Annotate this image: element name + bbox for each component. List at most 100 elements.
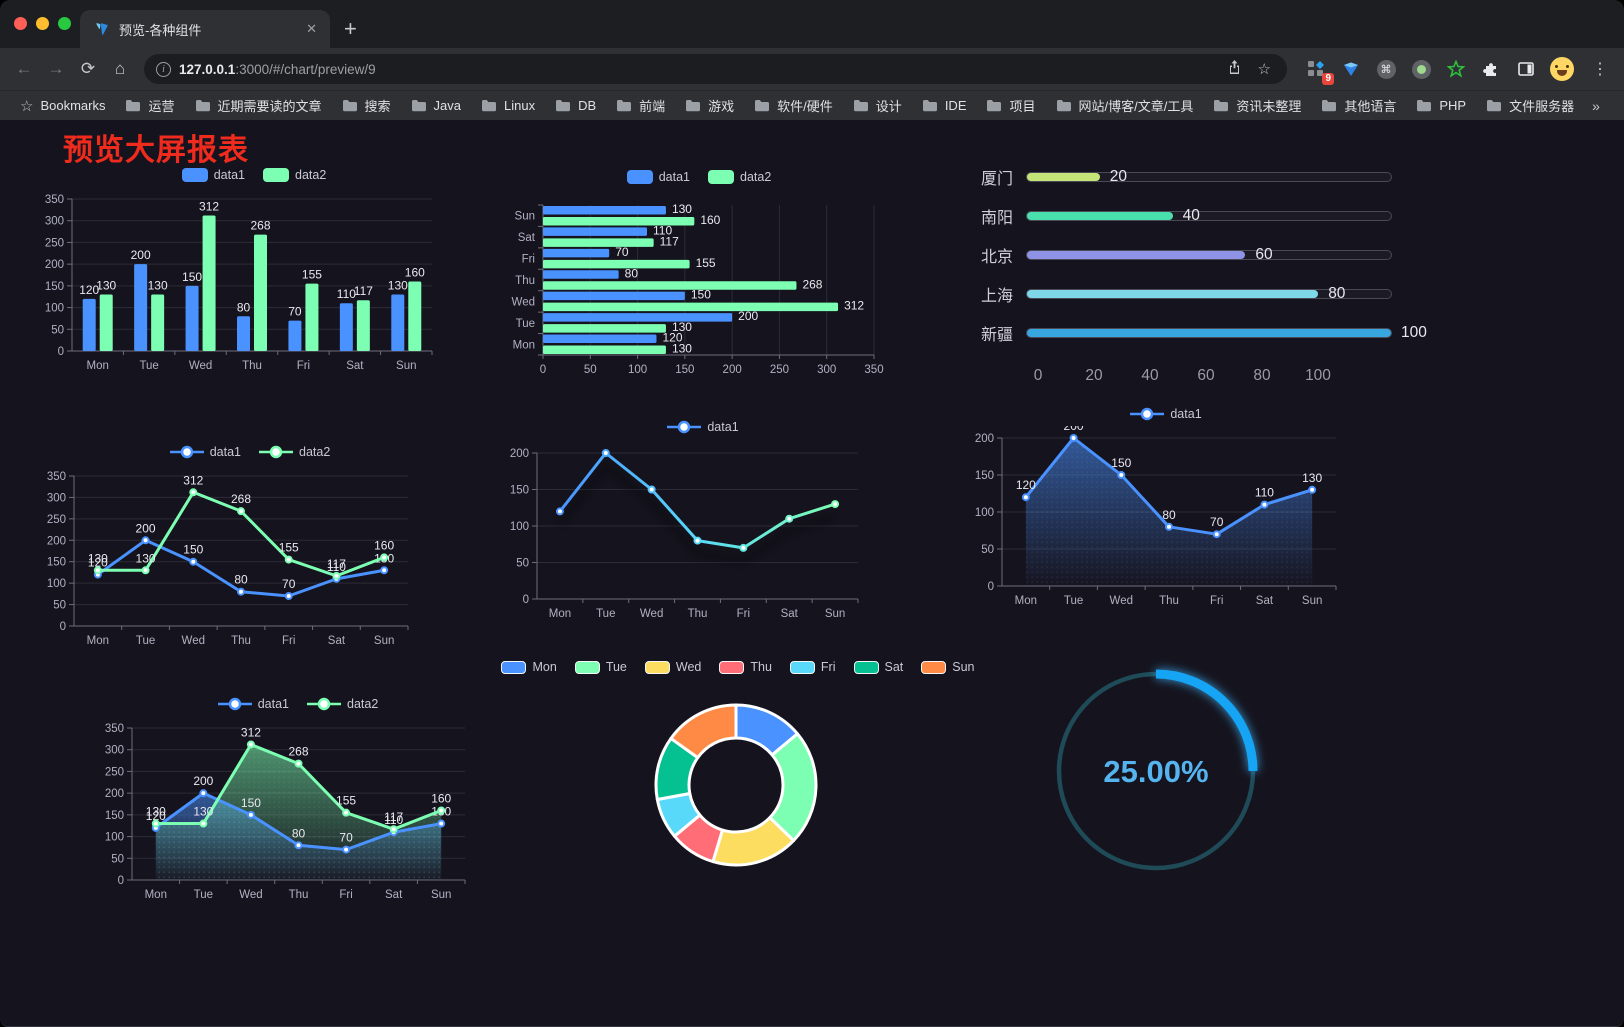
svg-text:117: 117 <box>384 810 403 824</box>
svg-text:Thu: Thu <box>1159 595 1179 607</box>
legend-item-Sun[interactable]: Sun <box>921 660 975 674</box>
svg-text:120: 120 <box>146 809 166 823</box>
chart-canvas: 0 50 100 150 200 Mon Tue Wed Thu Fri Sat Sun <box>510 448 859 620</box>
bookmark-folder[interactable]: 运营 <box>117 93 182 118</box>
new-tab-button[interactable]: + <box>344 16 357 41</box>
legend-swatch <box>708 170 734 184</box>
legend-item-Sat[interactable]: Sat <box>853 660 903 674</box>
legend-item-Fri[interactable]: Fri <box>789 660 836 674</box>
legend-item-Mon[interactable]: Mon <box>501 660 557 674</box>
menu-icon[interactable]: ⋮ <box>1592 61 1608 78</box>
legend-swatch <box>263 168 289 182</box>
legend-item-data1[interactable]: data1 <box>169 445 241 459</box>
minimize-window-button[interactable] <box>36 17 49 30</box>
home-icon[interactable]: ⌂ <box>114 59 126 78</box>
chart-gauge[interactable]: 25.00% <box>1040 660 1280 900</box>
svg-text:Sat: Sat <box>346 360 364 372</box>
close-tab-icon[interactable]: ✕ <box>306 21 317 36</box>
bookmark-folder[interactable]: 项目 <box>978 93 1043 118</box>
chart-bar-horizontal[interactable]: data1 data2 0 50 100 150 200 250 300 350 Sun 130 160… <box>498 167 900 388</box>
bookmark-folder[interactable]: 软件/硬件 <box>746 93 841 118</box>
profile-avatar[interactable] <box>1550 57 1574 81</box>
progress-row-上海: 上海 80 <box>956 285 1392 305</box>
svg-text:160: 160 <box>700 213 720 227</box>
progress-row-厦门: 厦门 20 <box>956 168 1392 188</box>
chart-line-area-blue[interactable]: data1 0 50 100 150 200 Mon Tue Wed Thu Fri Sat Sun 12… <box>966 404 1366 619</box>
command-circle-icon[interactable]: ⌘ <box>1375 58 1397 80</box>
svg-text:100: 100 <box>975 507 994 519</box>
bookmark-folder-label: 设计 <box>875 99 902 114</box>
svg-text:50: 50 <box>53 600 66 612</box>
legend-item-data2[interactable]: data2 <box>307 697 378 711</box>
chart-bar-vertical[interactable]: data1 data2 0 50 100 150 200 250 300 350 Mon Tue Wed… <box>38 165 470 382</box>
svg-text:80: 80 <box>292 826 306 840</box>
svg-text:Fri: Fri <box>1210 595 1223 607</box>
legend-item-Tue[interactable]: Tue <box>574 660 627 674</box>
legend-swatch <box>719 660 745 674</box>
svg-text:250: 250 <box>770 364 789 376</box>
chart-line-area-two[interactable]: data1 data2 0 50 100 150 200 250 300 350 Mon Tue Wed… <box>98 694 498 911</box>
legend-item-Thu[interactable]: Thu <box>719 660 772 674</box>
puzzle-icon[interactable] <box>1480 58 1502 80</box>
bookmarks-overflow-button[interactable]: » <box>1592 97 1600 114</box>
legend-label: Sun <box>952 660 975 674</box>
legend-item-data1[interactable]: data1 <box>217 697 289 711</box>
close-window-button[interactable] <box>14 17 27 30</box>
bookmark-folder[interactable]: Linux <box>473 95 543 116</box>
legend-item-data2[interactable]: data2 <box>708 170 771 184</box>
progress-track: 40 <box>1026 207 1392 224</box>
svg-text:100: 100 <box>628 364 647 376</box>
legend-item-data1[interactable]: data1 <box>1130 407 1202 421</box>
legend-item-Wed[interactable]: Wed <box>644 660 701 674</box>
svg-text:110: 110 <box>1255 486 1274 500</box>
reload-icon[interactable]: ⟳ <box>80 59 96 78</box>
legend-label: data2 <box>740 170 772 184</box>
browser-tab[interactable]: 预览-各种组件 ✕ <box>80 10 330 48</box>
recorder-circle-icon[interactable] <box>1410 58 1432 80</box>
bookmarks-manager-button[interactable]: ☆ Bookmarks <box>12 94 113 118</box>
legend-item-data2[interactable]: data2 <box>259 445 330 459</box>
bookmark-folder[interactable]: 前端 <box>608 93 673 118</box>
bookmark-folder[interactable]: 游戏 <box>677 93 742 118</box>
extension-grid-icon[interactable]: 9 <box>1305 58 1334 85</box>
bookmark-folder[interactable]: Java <box>403 95 469 116</box>
address-bar[interactable]: i 127.0.0.1:3000/#/chart/preview/9 ☆ <box>144 54 1287 84</box>
forward-icon[interactable]: → <box>47 59 65 78</box>
chart-legend: data1 data2 <box>38 165 470 185</box>
bookmark-star-icon[interactable]: ☆ <box>1257 61 1271 78</box>
legend-item-data1[interactable]: data1 <box>667 420 739 434</box>
bookmark-folder[interactable]: 其他语言 <box>1313 93 1404 118</box>
bookmark-folder[interactable]: 资讯未整理 <box>1205 93 1309 118</box>
pie-slice-Sun[interactable] <box>669 703 738 760</box>
bookmark-folder[interactable]: 近期需要读的文章 <box>187 93 330 118</box>
svg-text:Mon: Mon <box>513 339 535 351</box>
bookmark-folder-label: 文件服务器 <box>1509 99 1575 114</box>
fullscreen-window-button[interactable] <box>58 17 71 30</box>
side-panel-icon[interactable] <box>1515 58 1537 80</box>
chart-progress[interactable]: 厦门 20 南阳 40 北京 60 上海 80 新疆 100 0 20 40 60 80 100 <box>956 168 1427 387</box>
svg-text:70: 70 <box>1210 515 1224 529</box>
legend-item-data1[interactable]: data1 <box>626 170 690 184</box>
bookmark-folder[interactable]: DB <box>547 95 604 116</box>
share-icon[interactable] <box>1223 59 1246 79</box>
legend-label: Thu <box>750 660 772 674</box>
svg-text:130: 130 <box>388 279 408 293</box>
back-icon[interactable]: ← <box>15 59 33 78</box>
site-info-icon[interactable]: i <box>156 61 171 77</box>
bookmark-folder[interactable]: PHP <box>1408 95 1474 116</box>
chart-line-gradient[interactable]: data1 0 50 100 150 200 Mon Tue Wed Thu Fri Sat Sun <box>503 417 903 630</box>
bookmark-folder[interactable]: 搜索 <box>334 93 399 118</box>
folder-icon <box>685 99 701 112</box>
svg-text:300: 300 <box>47 492 66 504</box>
vue-devtools-icon[interactable] <box>1340 58 1362 80</box>
bookmark-folder[interactable]: 网站/博客/文章/工具 <box>1048 93 1202 118</box>
green-star-icon[interactable] <box>1445 58 1467 80</box>
chart-line-two-series[interactable]: data1 data2 0 50 100 150 200 250 300 350 Mon Tue Wed… <box>40 442 460 657</box>
legend-item-data1[interactable]: data1 <box>181 168 245 182</box>
legend-swatch <box>501 660 527 674</box>
bookmark-folder[interactable]: 设计 <box>845 93 910 118</box>
chart-donut[interactable]: Mon Tue Wed Thu Fri Sat Sun <box>501 657 975 904</box>
legend-item-data2[interactable]: data2 <box>263 168 326 182</box>
bookmark-folder[interactable]: IDE <box>914 95 975 116</box>
bookmark-folder[interactable]: 文件服务器 <box>1478 93 1582 118</box>
